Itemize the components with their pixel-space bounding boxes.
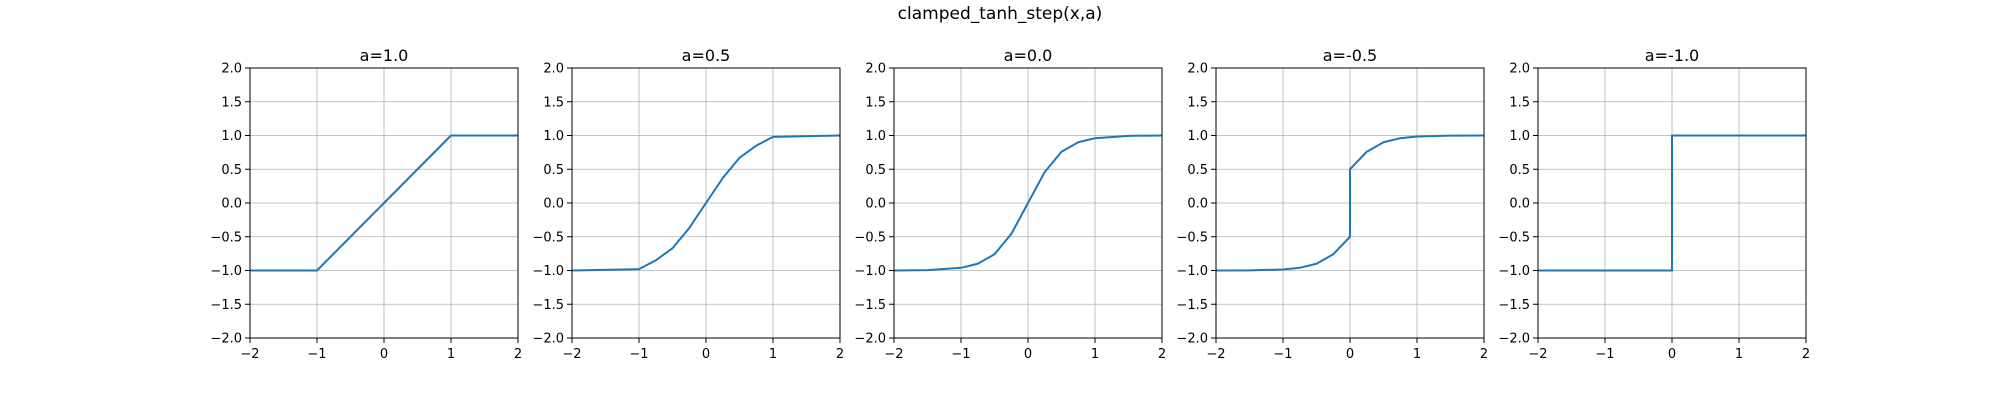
subplot-title: a=0.5 — [682, 46, 731, 65]
x-tick-label: 2 — [1802, 347, 1810, 362]
y-tick-label: 0.0 — [543, 197, 564, 212]
x-tick-label: −1 — [951, 347, 970, 362]
y-tick-label: 0.0 — [865, 197, 886, 212]
series-line — [893, 134, 1163, 272]
x-tick-label: 0 — [702, 347, 710, 362]
y-tick-label: 1.5 — [221, 95, 242, 110]
y-tick-label: 0.5 — [221, 163, 242, 178]
y-tick-label: 1.0 — [865, 129, 886, 144]
series-line — [1215, 134, 1485, 272]
figure-title: clamped_tanh_step(x,a) — [897, 4, 1103, 24]
subplot-title: a=-0.5 — [1323, 46, 1377, 65]
y-tick-label: −0.5 — [1176, 230, 1208, 245]
x-tick-label: −1 — [629, 347, 648, 362]
y-tick-label: −0.5 — [1498, 230, 1530, 245]
x-tick-label: −2 — [1528, 347, 1547, 362]
x-tick-label: 1 — [1413, 347, 1421, 362]
y-tick-label: 0.0 — [221, 197, 242, 212]
x-tick-label: 0 — [1668, 347, 1676, 362]
subplot-title: a=-1.0 — [1645, 46, 1699, 65]
series-line — [571, 134, 841, 272]
y-tick-label: −1.0 — [1498, 264, 1530, 279]
series-line — [250, 134, 518, 272]
subplot-5: −2 −1 0 1 2 −2.0 −1.5 −1.0 −0.5 0.0 0.5 1.0 1.5 2.0 a=… — [1498, 46, 1810, 362]
y-tick-label: 1.5 — [865, 95, 886, 110]
y-tick-label: −1.0 — [532, 264, 564, 279]
y-tick-label: −1.0 — [210, 264, 242, 279]
x-tick-label: 1 — [769, 347, 777, 362]
y-tick-label: 1.5 — [1187, 95, 1208, 110]
subplot-1: −2 −1 0 1 2 −2.0 −1.5 −1.0 −0.5 0.0 0.5 1.0 1.5 2.0 a=… — [210, 46, 522, 362]
y-tick-label: 1.0 — [221, 129, 242, 144]
subplot-title: a=0.0 — [1004, 46, 1053, 65]
y-tick-label: −2.0 — [1498, 332, 1530, 347]
x-tick-label: 1 — [447, 347, 455, 362]
y-tick-label: 1.0 — [1509, 129, 1530, 144]
x-tick-label: −1 — [1595, 347, 1614, 362]
y-tick-label: 1.5 — [543, 95, 564, 110]
x-tick-label: −1 — [1273, 347, 1292, 362]
x-tick-label: −2 — [562, 347, 581, 362]
y-tick-label: −2.0 — [210, 332, 242, 347]
y-tick-label: 2.0 — [865, 62, 886, 77]
x-tick-label: 2 — [1480, 347, 1488, 362]
y-tick-label: 2.0 — [1187, 62, 1208, 77]
x-tick-label: −2 — [1206, 347, 1225, 362]
y-tick-label: −0.5 — [532, 230, 564, 245]
y-tick-label: 2.0 — [543, 62, 564, 77]
x-tick-label: 0 — [1024, 347, 1032, 362]
x-tick-label: −2 — [240, 347, 259, 362]
x-tick-label: 2 — [836, 347, 844, 362]
y-tick-label: 0.5 — [865, 163, 886, 178]
x-tick-label: 2 — [1158, 347, 1166, 362]
series-line — [1538, 134, 1806, 272]
x-tick-label: 0 — [380, 347, 388, 362]
y-tick-label: −1.5 — [854, 298, 886, 313]
y-tick-label: −1.5 — [1176, 298, 1208, 313]
y-tick-label: −1.5 — [1498, 298, 1530, 313]
subplot-3: −2 −1 0 1 2 −2.0 −1.5 −1.0 −0.5 0.0 0.5 1.0 1.5 2.0 a=… — [854, 46, 1166, 362]
x-tick-label: 2 — [514, 347, 522, 362]
x-tick-label: 0 — [1346, 347, 1354, 362]
y-tick-label: 0.0 — [1509, 197, 1530, 212]
subplot-2: −2 −1 0 1 2 −2.0 −1.5 −1.0 −0.5 0.0 0.5 1.0 1.5 2.0 a=… — [532, 46, 844, 362]
y-tick-label: −1.0 — [1176, 264, 1208, 279]
y-tick-label: 0.5 — [543, 163, 564, 178]
y-tick-label: −0.5 — [854, 230, 886, 245]
y-tick-label: 0.0 — [1187, 197, 1208, 212]
y-tick-label: −1.5 — [210, 298, 242, 313]
y-tick-label: 2.0 — [1509, 62, 1530, 77]
subplot-4: −2 −1 0 1 2 −2.0 −1.5 −1.0 −0.5 0.0 0.5 1.0 1.5 2.0 a=… — [1176, 46, 1488, 362]
y-tick-label: 0.5 — [1187, 163, 1208, 178]
y-tick-label: −2.0 — [532, 332, 564, 347]
y-tick-label: 1.5 — [1509, 95, 1530, 110]
y-tick-label: 1.0 — [1187, 129, 1208, 144]
y-tick-label: −1.5 — [532, 298, 564, 313]
y-tick-label: −1.0 — [854, 264, 886, 279]
y-tick-label: 0.5 — [1509, 163, 1530, 178]
y-tick-label: 1.0 — [543, 129, 564, 144]
y-tick-label: 2.0 — [221, 62, 242, 77]
subplot-title: a=1.0 — [360, 46, 409, 65]
y-tick-label: −2.0 — [854, 332, 886, 347]
x-tick-label: −1 — [307, 347, 326, 362]
x-tick-label: 1 — [1091, 347, 1099, 362]
y-tick-label: −2.0 — [1176, 332, 1208, 347]
x-tick-label: −2 — [884, 347, 903, 362]
y-tick-label: −0.5 — [210, 230, 242, 245]
x-tick-label: 1 — [1735, 347, 1743, 362]
